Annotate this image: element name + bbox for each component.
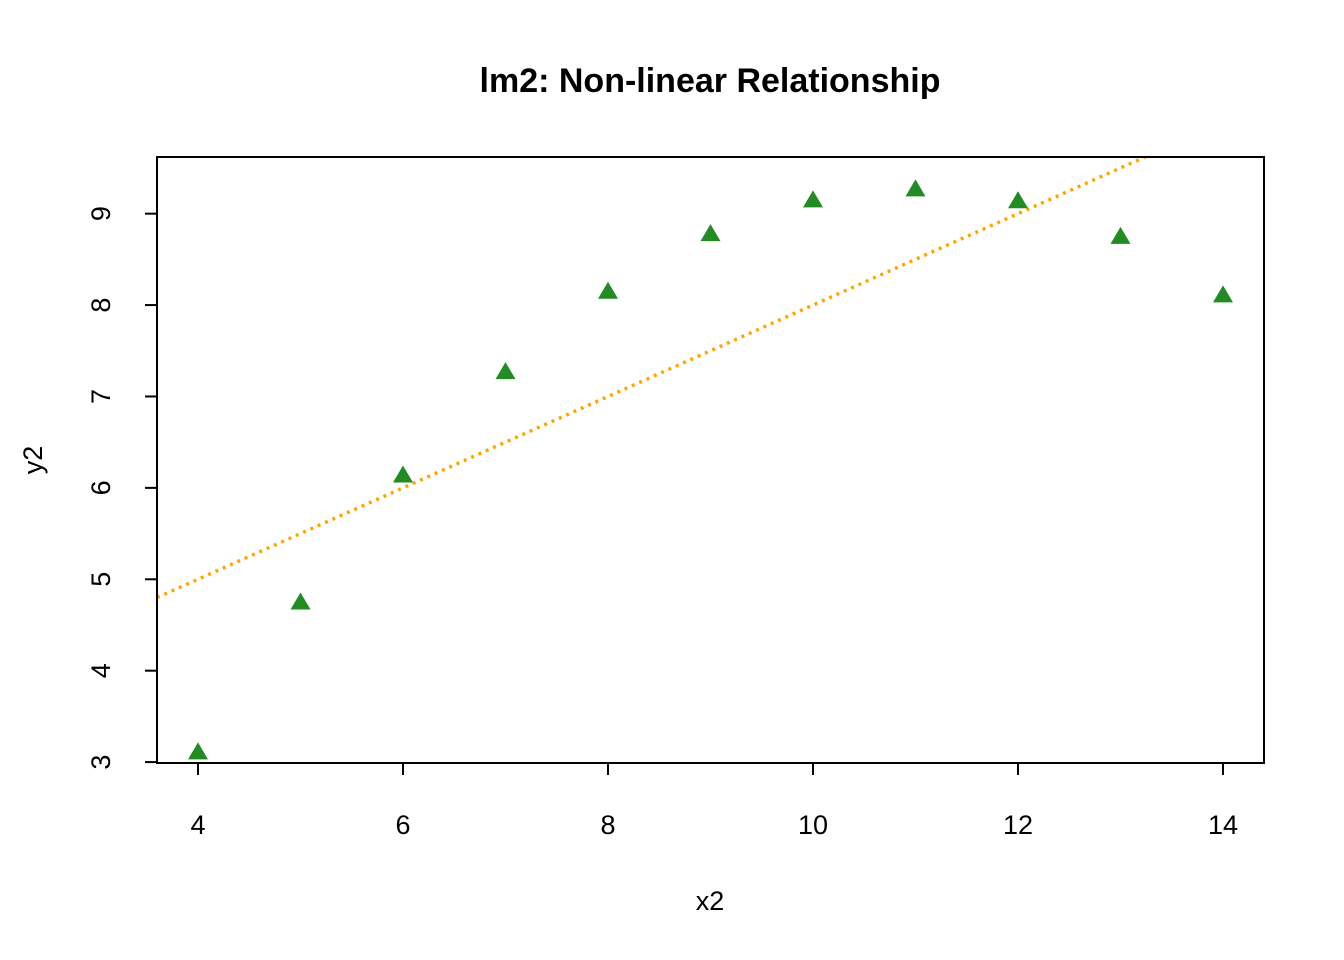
y-axis-label: y2 bbox=[18, 446, 48, 475]
x-tick-label: 8 bbox=[600, 810, 615, 840]
data-point bbox=[1213, 285, 1233, 303]
y-tick-label: 8 bbox=[86, 298, 116, 313]
x-tick-label: 12 bbox=[1003, 810, 1033, 840]
data-point bbox=[495, 362, 516, 380]
data-point bbox=[700, 224, 721, 242]
x-tick-label: 6 bbox=[395, 810, 410, 840]
data-point bbox=[393, 465, 413, 483]
fit-line bbox=[157, 157, 1150, 600]
data-point bbox=[803, 190, 823, 208]
data-point bbox=[290, 592, 311, 610]
data-point bbox=[188, 742, 208, 760]
y-tick-label: 7 bbox=[86, 389, 116, 404]
y-tick-label: 3 bbox=[86, 755, 116, 770]
data-point bbox=[598, 281, 618, 299]
y-tick-label: 4 bbox=[86, 663, 116, 678]
y-tick-label: 9 bbox=[86, 206, 116, 221]
y-tick-label: 5 bbox=[86, 572, 116, 587]
data-point bbox=[1008, 191, 1028, 209]
x-axis-label: x2 bbox=[696, 886, 725, 916]
x-tick-label: 10 bbox=[798, 810, 828, 840]
plot-frame bbox=[156, 156, 1265, 764]
data-point bbox=[905, 179, 926, 197]
y-tick-label: 6 bbox=[86, 480, 116, 495]
x-tick-label: 14 bbox=[1208, 810, 1238, 840]
data-point bbox=[1110, 226, 1131, 244]
plot-area bbox=[157, 157, 1233, 760]
chart-title: lm2: Non-linear Relationship bbox=[480, 62, 941, 100]
x-tick-label: 4 bbox=[190, 810, 205, 840]
